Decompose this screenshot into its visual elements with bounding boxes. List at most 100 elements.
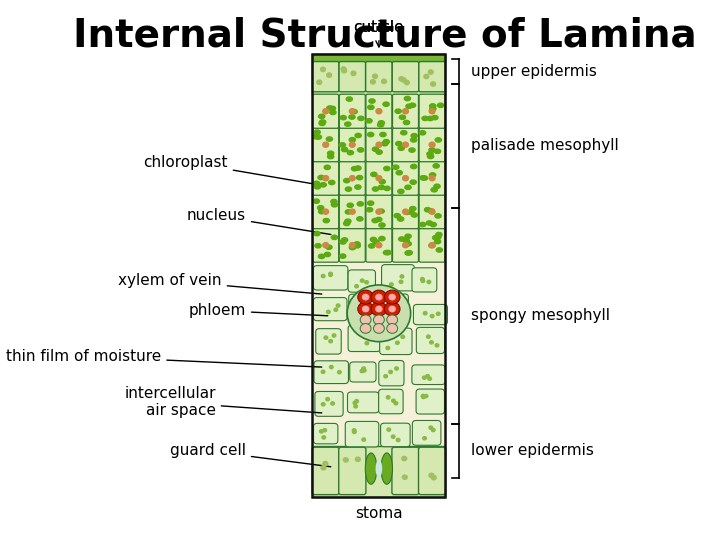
Ellipse shape	[366, 207, 373, 212]
Ellipse shape	[354, 242, 360, 246]
FancyBboxPatch shape	[313, 423, 338, 444]
Ellipse shape	[410, 138, 417, 142]
Ellipse shape	[351, 110, 357, 114]
Ellipse shape	[323, 219, 330, 222]
Circle shape	[349, 242, 355, 248]
FancyBboxPatch shape	[312, 447, 339, 495]
Ellipse shape	[384, 166, 390, 171]
FancyBboxPatch shape	[412, 365, 445, 384]
Ellipse shape	[349, 138, 356, 142]
Ellipse shape	[378, 185, 384, 190]
Ellipse shape	[319, 122, 325, 126]
FancyBboxPatch shape	[379, 328, 412, 355]
Circle shape	[360, 369, 364, 373]
Circle shape	[402, 142, 408, 147]
Circle shape	[428, 377, 431, 380]
FancyBboxPatch shape	[382, 265, 414, 291]
Ellipse shape	[420, 222, 426, 227]
Circle shape	[402, 475, 408, 480]
FancyBboxPatch shape	[316, 329, 341, 354]
Ellipse shape	[318, 254, 325, 259]
Circle shape	[362, 438, 366, 441]
FancyBboxPatch shape	[313, 266, 348, 290]
Circle shape	[423, 312, 427, 315]
Circle shape	[349, 176, 355, 181]
Circle shape	[323, 109, 328, 114]
Circle shape	[353, 401, 356, 404]
Ellipse shape	[327, 106, 333, 110]
Ellipse shape	[330, 110, 336, 114]
Ellipse shape	[331, 202, 338, 207]
Ellipse shape	[380, 132, 386, 137]
FancyBboxPatch shape	[416, 327, 444, 354]
Circle shape	[392, 312, 395, 315]
Circle shape	[376, 176, 382, 181]
Circle shape	[355, 285, 359, 288]
Ellipse shape	[354, 244, 361, 248]
Text: lower epidermis: lower epidermis	[472, 443, 594, 458]
Circle shape	[327, 73, 331, 77]
Ellipse shape	[397, 189, 404, 193]
Circle shape	[384, 375, 387, 378]
Ellipse shape	[371, 172, 377, 177]
Ellipse shape	[345, 122, 351, 126]
Circle shape	[389, 370, 392, 374]
Ellipse shape	[428, 154, 433, 159]
Circle shape	[321, 274, 325, 278]
Circle shape	[387, 428, 391, 431]
Ellipse shape	[378, 120, 384, 125]
Circle shape	[324, 336, 328, 339]
Ellipse shape	[433, 164, 439, 168]
FancyBboxPatch shape	[419, 228, 445, 262]
FancyBboxPatch shape	[339, 127, 365, 162]
Circle shape	[323, 462, 328, 466]
Circle shape	[371, 79, 375, 84]
Circle shape	[323, 176, 328, 181]
Ellipse shape	[347, 203, 354, 207]
Ellipse shape	[399, 237, 405, 241]
FancyBboxPatch shape	[416, 389, 444, 414]
FancyBboxPatch shape	[379, 361, 404, 386]
FancyBboxPatch shape	[348, 270, 375, 292]
Circle shape	[323, 242, 328, 248]
FancyBboxPatch shape	[338, 447, 366, 495]
Polygon shape	[312, 54, 446, 497]
Ellipse shape	[404, 97, 410, 101]
Circle shape	[429, 209, 435, 214]
Ellipse shape	[400, 131, 407, 135]
Ellipse shape	[372, 187, 379, 191]
Circle shape	[402, 109, 408, 114]
Ellipse shape	[318, 206, 324, 210]
Circle shape	[429, 109, 435, 114]
Circle shape	[326, 310, 330, 314]
Ellipse shape	[376, 460, 382, 477]
Circle shape	[336, 304, 340, 307]
Ellipse shape	[379, 237, 385, 241]
Circle shape	[394, 402, 397, 405]
Ellipse shape	[368, 105, 374, 110]
Circle shape	[390, 283, 393, 286]
Circle shape	[374, 323, 384, 333]
Circle shape	[353, 430, 356, 434]
Polygon shape	[312, 446, 446, 497]
Circle shape	[436, 312, 440, 315]
FancyBboxPatch shape	[379, 389, 403, 414]
FancyBboxPatch shape	[315, 392, 343, 416]
Ellipse shape	[397, 217, 404, 221]
FancyBboxPatch shape	[346, 421, 379, 447]
Ellipse shape	[426, 221, 433, 225]
Ellipse shape	[355, 166, 361, 170]
Ellipse shape	[420, 131, 426, 135]
Ellipse shape	[355, 133, 361, 138]
Circle shape	[349, 209, 355, 214]
Circle shape	[402, 456, 407, 461]
FancyBboxPatch shape	[392, 62, 419, 92]
Circle shape	[326, 397, 330, 401]
Polygon shape	[312, 54, 446, 63]
Ellipse shape	[348, 115, 355, 119]
Ellipse shape	[314, 232, 320, 236]
Ellipse shape	[432, 116, 438, 120]
FancyBboxPatch shape	[339, 94, 365, 129]
FancyBboxPatch shape	[312, 127, 338, 162]
FancyBboxPatch shape	[339, 161, 365, 195]
